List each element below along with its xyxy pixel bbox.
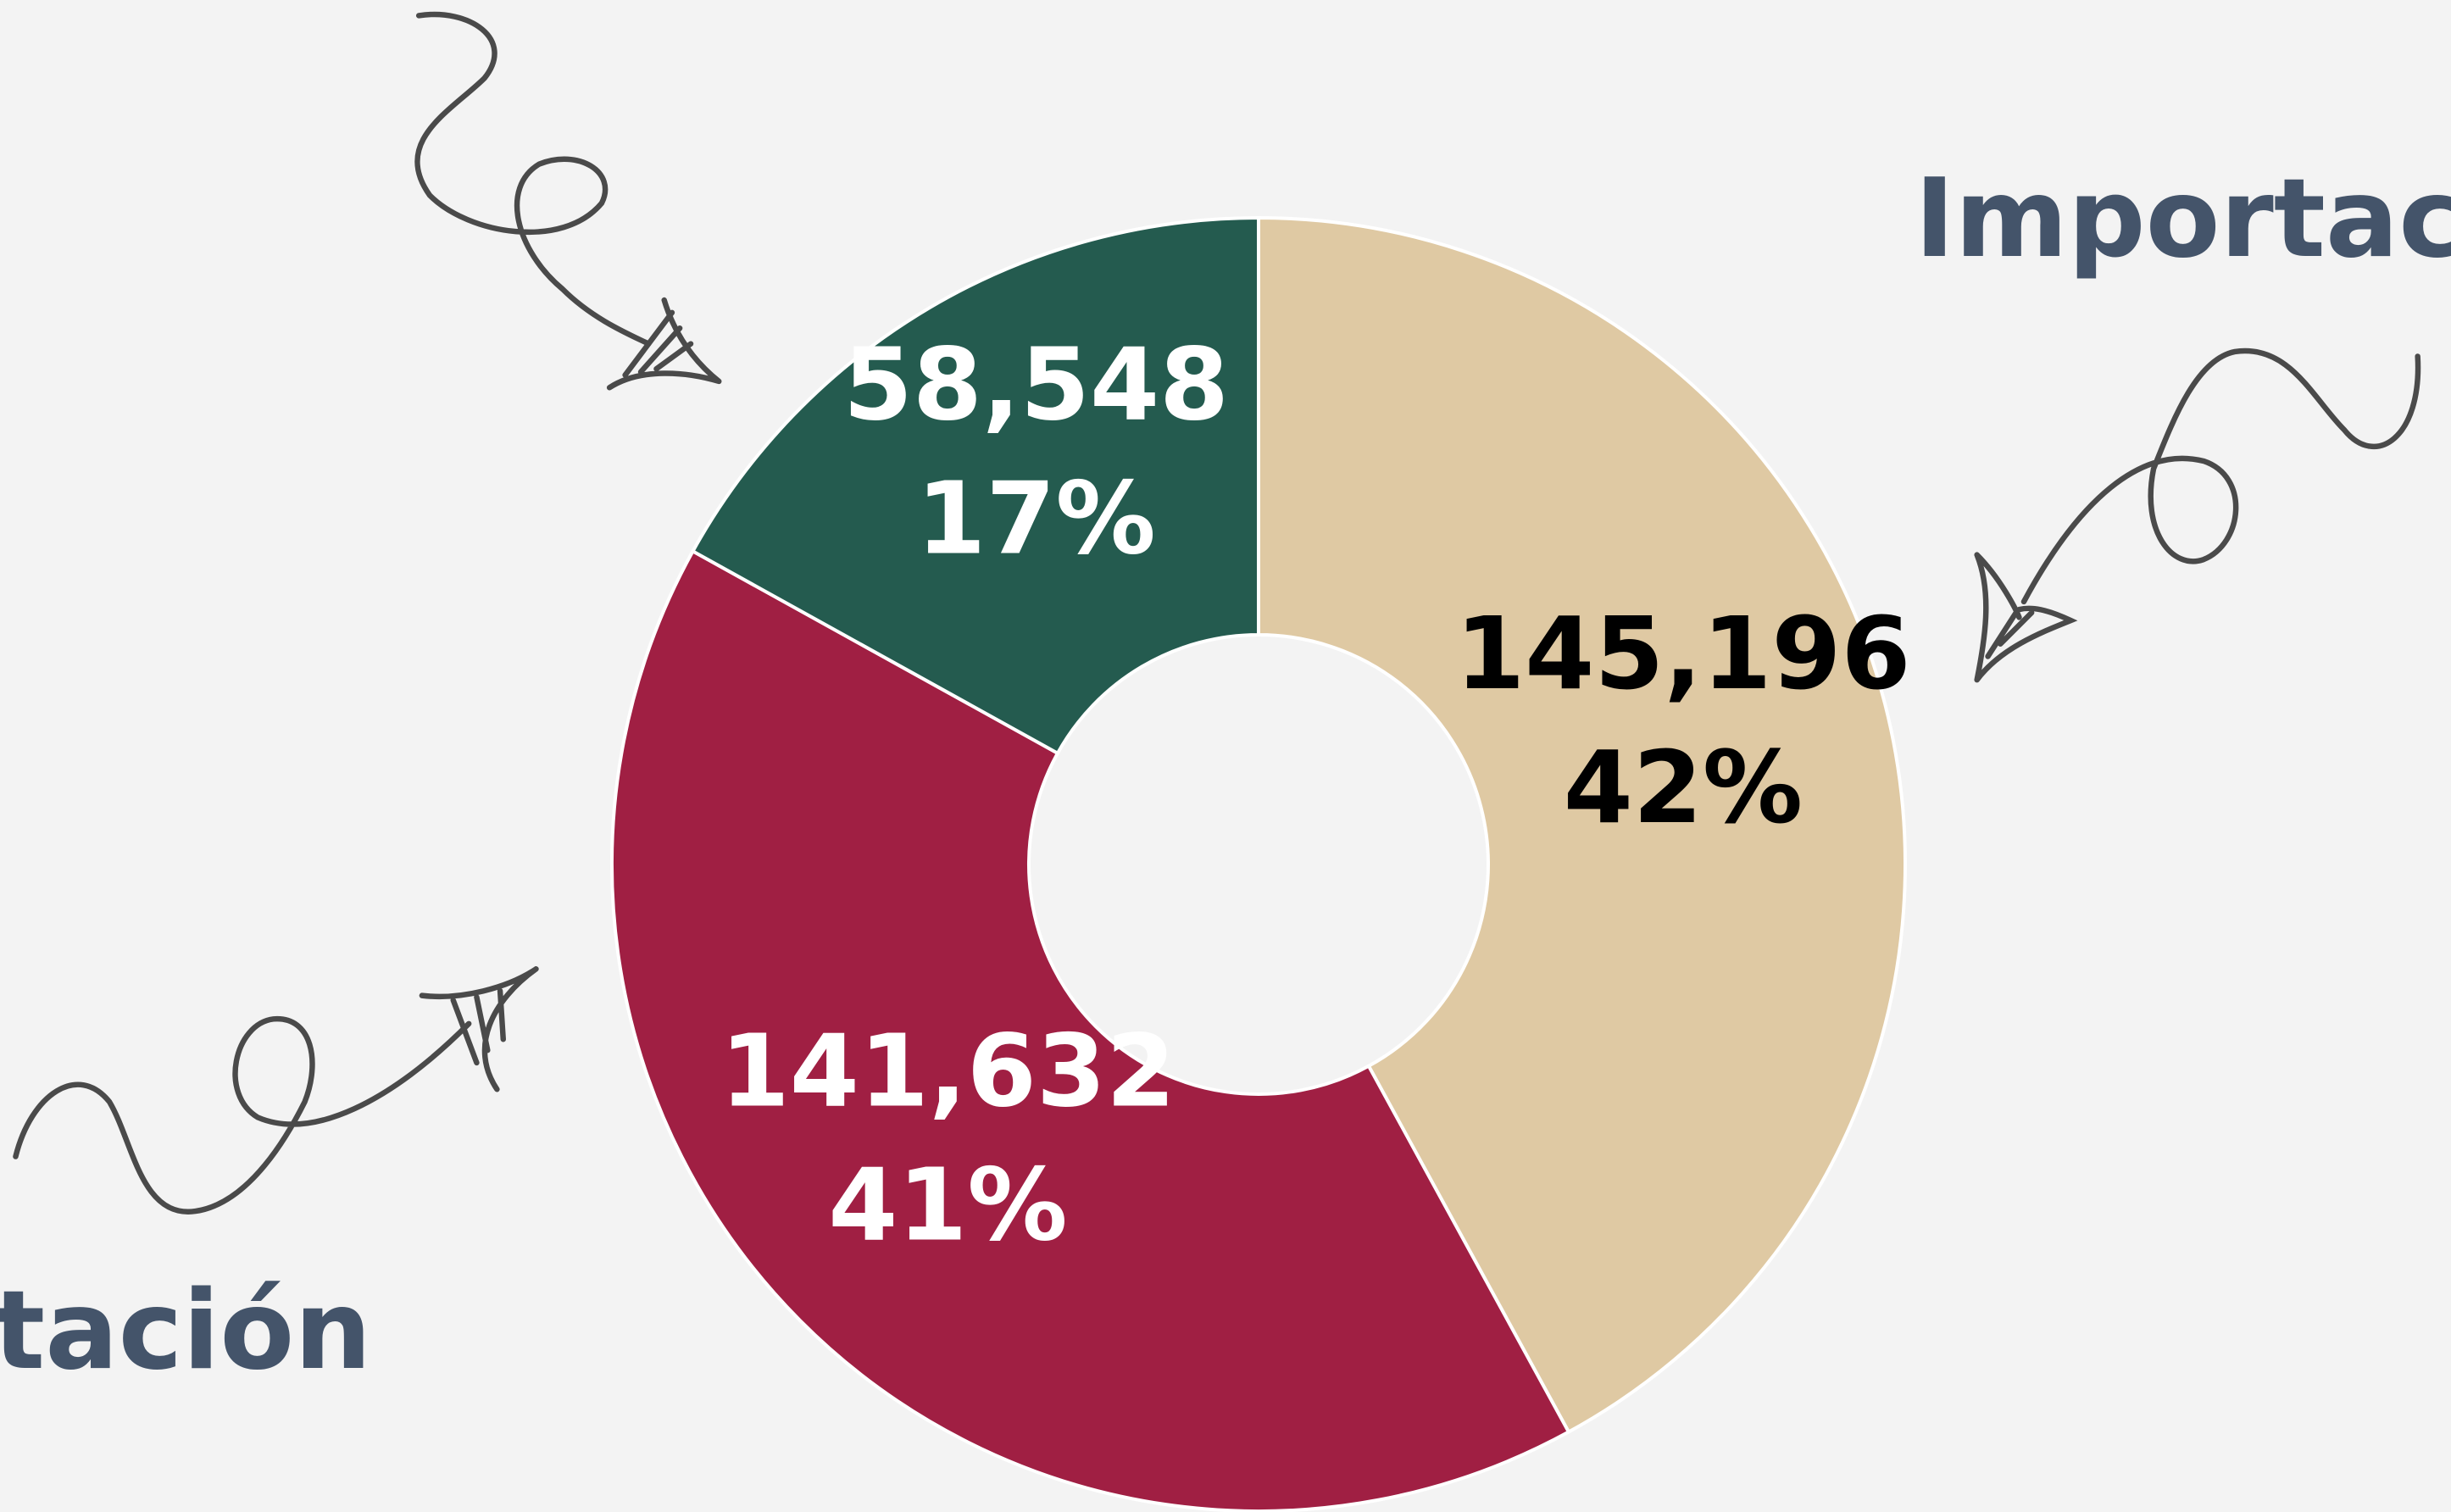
percentage-label: 42% xyxy=(1564,729,1803,846)
category-label: Importació xyxy=(1915,156,2451,282)
value-label: 141,632 xyxy=(720,1013,1175,1130)
percentage-label: 41% xyxy=(828,1147,1067,1264)
value-label: 145,196 xyxy=(1455,595,1910,712)
percentage-label: 17% xyxy=(916,460,1155,577)
page: 145,196 42% 141,632 41% 58,548 17% Importació… xyxy=(0,0,2451,1512)
chart: 145,196 42% 141,632 41% 58,548 17% Importació… xyxy=(0,0,2451,1512)
category-label: tación xyxy=(0,1268,371,1394)
value-label: 58,548 xyxy=(843,326,1229,443)
